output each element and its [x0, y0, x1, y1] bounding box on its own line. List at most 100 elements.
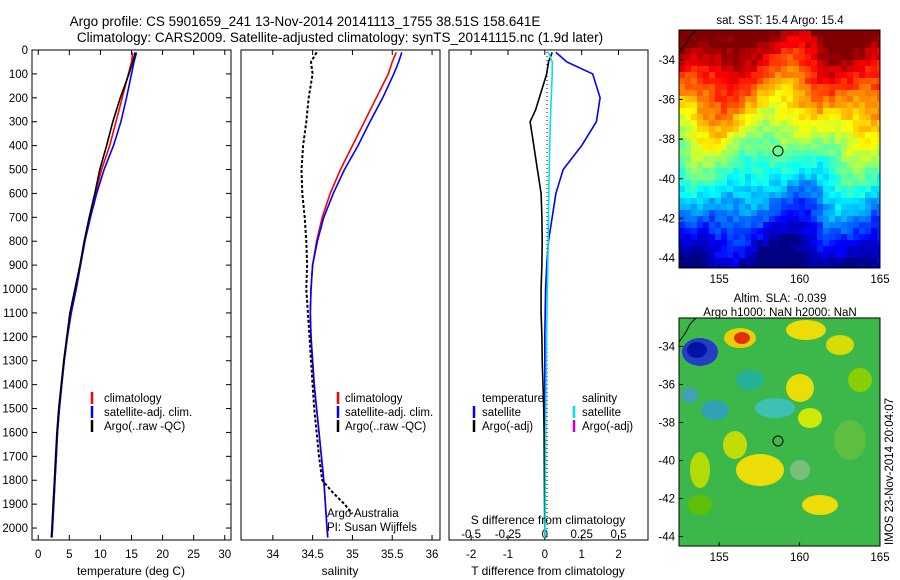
sst-cell: [757, 192, 763, 198]
sst-cell: [697, 90, 703, 96]
sst-cell: [679, 180, 685, 186]
sst-cell: [853, 222, 859, 228]
sst-cell: [805, 228, 811, 234]
sst-cell: [847, 144, 853, 150]
sst-cell: [805, 252, 811, 258]
sst-cell: [739, 222, 745, 228]
sst-cell: [877, 66, 880, 72]
sst-cell: [685, 246, 691, 252]
sst-cell: [751, 66, 757, 72]
sst-cell: [679, 234, 685, 240]
sst-cell: [745, 258, 751, 264]
sla-blob: [834, 420, 866, 460]
sla-blob: [736, 454, 784, 486]
sst-cell: [847, 36, 853, 42]
sst-cell: [853, 258, 859, 264]
sst-cell: [757, 198, 763, 204]
sst-cell: [853, 72, 859, 78]
sst-cell: [859, 168, 865, 174]
sst-cell: [679, 54, 685, 60]
sst-cell: [709, 126, 715, 132]
sst-cell: [721, 174, 727, 180]
sst-cell: [805, 258, 811, 264]
sst-cell: [817, 258, 823, 264]
sst-cell: [871, 102, 877, 108]
sst-cell: [751, 228, 757, 234]
sst-cell: [703, 258, 709, 264]
sst-cell: [769, 216, 775, 222]
sst-cell: [769, 30, 775, 36]
sst-cell: [877, 36, 880, 42]
sst-cell: [763, 264, 769, 268]
y-tick-label: 800: [9, 236, 28, 248]
sst-cell: [871, 264, 877, 268]
sst-cell: [877, 48, 880, 54]
y-tick-label: 0: [22, 45, 28, 57]
sst-cell: [781, 258, 787, 264]
sst-cell: [877, 108, 880, 114]
sst-cell: [817, 60, 823, 66]
sst-cell: [697, 240, 703, 246]
sst-cell: [871, 192, 877, 198]
sst-cell: [841, 120, 847, 126]
sst-cell: [733, 240, 739, 246]
sst-cell: [793, 150, 799, 156]
sst-cell: [715, 240, 721, 246]
sst-cell: [793, 102, 799, 108]
sst-cell: [877, 120, 880, 126]
sst-cell: [823, 234, 829, 240]
sst-cell: [775, 258, 781, 264]
sst-cell: [727, 114, 733, 120]
sst-cell: [709, 30, 715, 36]
salinity-tick-labels: 34 34.5 35 35.5 36: [266, 50, 438, 561]
sst-cell: [739, 108, 745, 114]
sst-cell: [871, 228, 877, 234]
sst-cell: [709, 246, 715, 252]
sst-cell: [697, 60, 703, 66]
sst-cell: [775, 228, 781, 234]
sst-cell: [811, 180, 817, 186]
sst-cell: [841, 96, 847, 102]
sst-cell: [823, 96, 829, 102]
sst-cell: [847, 240, 853, 246]
sst-cell: [853, 42, 859, 48]
sst-cell: [841, 258, 847, 264]
sst-cell: [847, 228, 853, 234]
sst-cell: [679, 90, 685, 96]
sst-cell: [835, 78, 841, 84]
sst-cell: [811, 66, 817, 72]
y-tick-label: 2000: [2, 523, 28, 535]
sst-cell: [817, 132, 823, 138]
sst-cell: [829, 156, 835, 162]
sst-cell: [727, 126, 733, 132]
sst-cell: [751, 90, 757, 96]
sst-cell: [685, 198, 691, 204]
sst-cell: [877, 162, 880, 168]
sst-cell: [715, 54, 721, 60]
sst-cell: [697, 192, 703, 198]
sst-cell: [703, 126, 709, 132]
sst-cell: [823, 228, 829, 234]
sst-cell: [703, 54, 709, 60]
sst-cell: [739, 204, 745, 210]
sla-map-tick-labels: 155 160 165 -34 -36 -38 -40 -42 -44: [658, 342, 889, 565]
sst-cell: [817, 162, 823, 168]
sst-cell: [697, 126, 703, 132]
sst-cell: [841, 240, 847, 246]
sst-cell: [859, 228, 865, 234]
sst-cell: [823, 216, 829, 222]
sst-cell: [877, 252, 880, 258]
sst-cell: [817, 90, 823, 96]
sst-cell: [859, 216, 865, 222]
sst-cell: [817, 222, 823, 228]
sst-cell: [715, 180, 721, 186]
sst-cell: [727, 180, 733, 186]
sst-cell: [751, 192, 757, 198]
sst-cell: [865, 66, 871, 72]
sst-cell: [781, 240, 787, 246]
sst-cell: [745, 96, 751, 102]
sst-cell: [865, 186, 871, 192]
sst-cell: [829, 162, 835, 168]
sst-cell: [877, 132, 880, 138]
sst-cell: [733, 198, 739, 204]
